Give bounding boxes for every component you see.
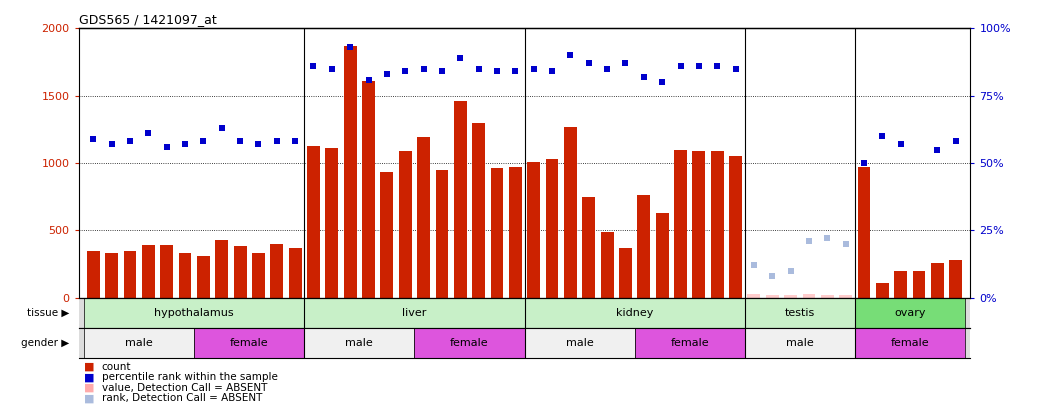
Text: gender ▶: gender ▶ <box>21 338 69 348</box>
Bar <box>509 167 522 298</box>
Bar <box>949 260 962 298</box>
Bar <box>194 328 304 358</box>
Text: ■: ■ <box>84 393 94 403</box>
Bar <box>252 253 265 298</box>
Bar <box>931 263 944 298</box>
Text: male: male <box>566 338 593 348</box>
Bar <box>564 127 576 298</box>
Text: ■: ■ <box>84 383 94 393</box>
Text: count: count <box>102 362 131 372</box>
Bar <box>124 251 136 298</box>
Bar <box>160 245 173 298</box>
Bar <box>288 248 302 298</box>
Bar <box>913 271 925 298</box>
Bar <box>197 256 210 298</box>
Bar <box>784 295 798 298</box>
Bar <box>234 246 246 298</box>
Bar <box>839 295 852 298</box>
Text: kidney: kidney <box>616 308 653 318</box>
Bar <box>215 240 228 298</box>
Text: tissue ▶: tissue ▶ <box>27 308 69 318</box>
Bar <box>583 197 595 298</box>
Bar <box>546 159 559 298</box>
Bar <box>344 46 356 298</box>
Text: hypothalamus: hypothalamus <box>154 308 234 318</box>
Bar <box>84 298 304 328</box>
Bar <box>745 328 855 358</box>
Bar <box>766 295 779 298</box>
Bar <box>855 298 965 328</box>
Bar <box>656 213 669 298</box>
Bar <box>436 170 449 298</box>
Text: female: female <box>230 338 268 348</box>
Bar <box>894 271 908 298</box>
Bar <box>454 101 466 298</box>
Text: female: female <box>891 338 930 348</box>
Bar <box>304 298 525 328</box>
Text: testis: testis <box>785 308 815 318</box>
Text: ovary: ovary <box>894 308 925 318</box>
Bar <box>363 81 375 298</box>
Text: ■: ■ <box>84 362 94 372</box>
Bar <box>876 283 889 298</box>
Bar <box>141 245 155 298</box>
Bar <box>745 298 855 328</box>
Bar <box>414 328 525 358</box>
Bar <box>307 145 320 298</box>
Bar <box>399 151 412 298</box>
Bar <box>84 328 194 358</box>
Bar <box>525 328 635 358</box>
Text: GDS565 / 1421097_at: GDS565 / 1421097_at <box>79 13 216 26</box>
Bar <box>619 248 632 298</box>
Bar <box>711 151 723 298</box>
Text: male: male <box>346 338 373 348</box>
Bar <box>326 148 339 298</box>
Bar <box>637 195 650 298</box>
Bar <box>525 298 745 328</box>
Bar <box>729 156 742 298</box>
Bar <box>380 173 393 298</box>
Bar <box>674 149 686 298</box>
Bar <box>473 123 485 298</box>
Bar <box>855 328 965 358</box>
Text: value, Detection Call = ABSENT: value, Detection Call = ABSENT <box>102 383 267 393</box>
Bar <box>490 168 503 298</box>
Text: ■: ■ <box>84 372 94 382</box>
Bar <box>417 137 430 298</box>
Bar <box>527 162 540 298</box>
Bar <box>857 167 871 298</box>
Text: male: male <box>126 338 153 348</box>
Bar <box>635 328 745 358</box>
Bar <box>270 245 283 298</box>
Bar <box>803 294 815 298</box>
Text: female: female <box>451 338 488 348</box>
Text: rank, Detection Call = ABSENT: rank, Detection Call = ABSENT <box>102 393 262 403</box>
Bar <box>747 294 761 298</box>
Bar <box>821 295 834 298</box>
Text: liver: liver <box>402 308 427 318</box>
Bar <box>304 328 414 358</box>
Bar <box>87 251 100 298</box>
Bar <box>601 232 613 298</box>
Bar <box>105 253 118 298</box>
Bar <box>693 151 705 298</box>
Bar <box>178 253 192 298</box>
Text: percentile rank within the sample: percentile rank within the sample <box>102 372 278 382</box>
Text: female: female <box>671 338 709 348</box>
Text: male: male <box>786 338 813 348</box>
